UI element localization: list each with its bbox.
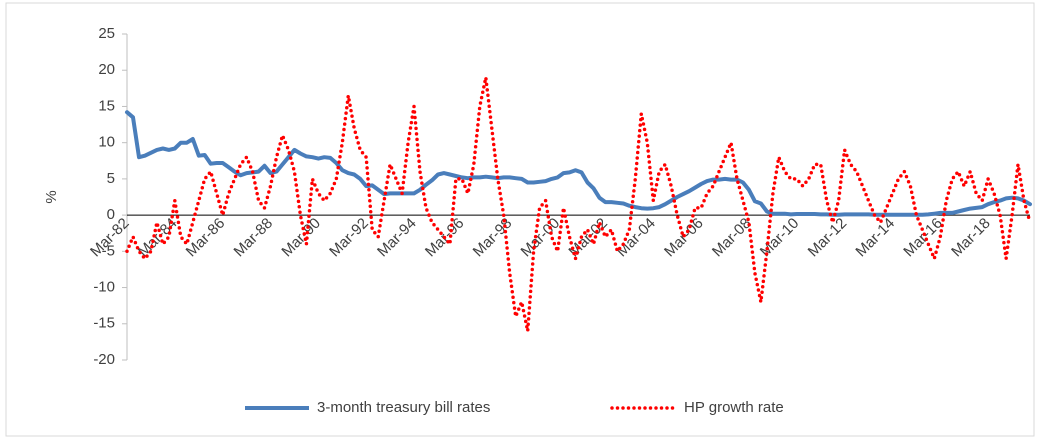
series-line bbox=[125, 75, 1032, 333]
y-tick-label: -10 bbox=[93, 279, 115, 296]
legend-label: HP growth rate bbox=[684, 399, 784, 416]
y-tick-label: 20 bbox=[98, 61, 115, 78]
y-tick-label: 10 bbox=[98, 134, 115, 151]
series-line bbox=[125, 110, 1032, 217]
y-tick-label: 25 bbox=[98, 25, 115, 42]
y-tick-label: 0 bbox=[107, 206, 115, 223]
chart-border bbox=[5, 2, 1035, 437]
y-tick-label: -20 bbox=[93, 351, 115, 368]
y-tick-label: -15 bbox=[93, 315, 115, 332]
y-tick-label: 5 bbox=[107, 170, 115, 187]
legend-label: 3-month treasury bill rates bbox=[317, 399, 490, 416]
y-tick-label: -5 bbox=[102, 242, 115, 259]
y-tick-label: 15 bbox=[98, 97, 115, 114]
y-axis-title: % bbox=[43, 190, 60, 203]
